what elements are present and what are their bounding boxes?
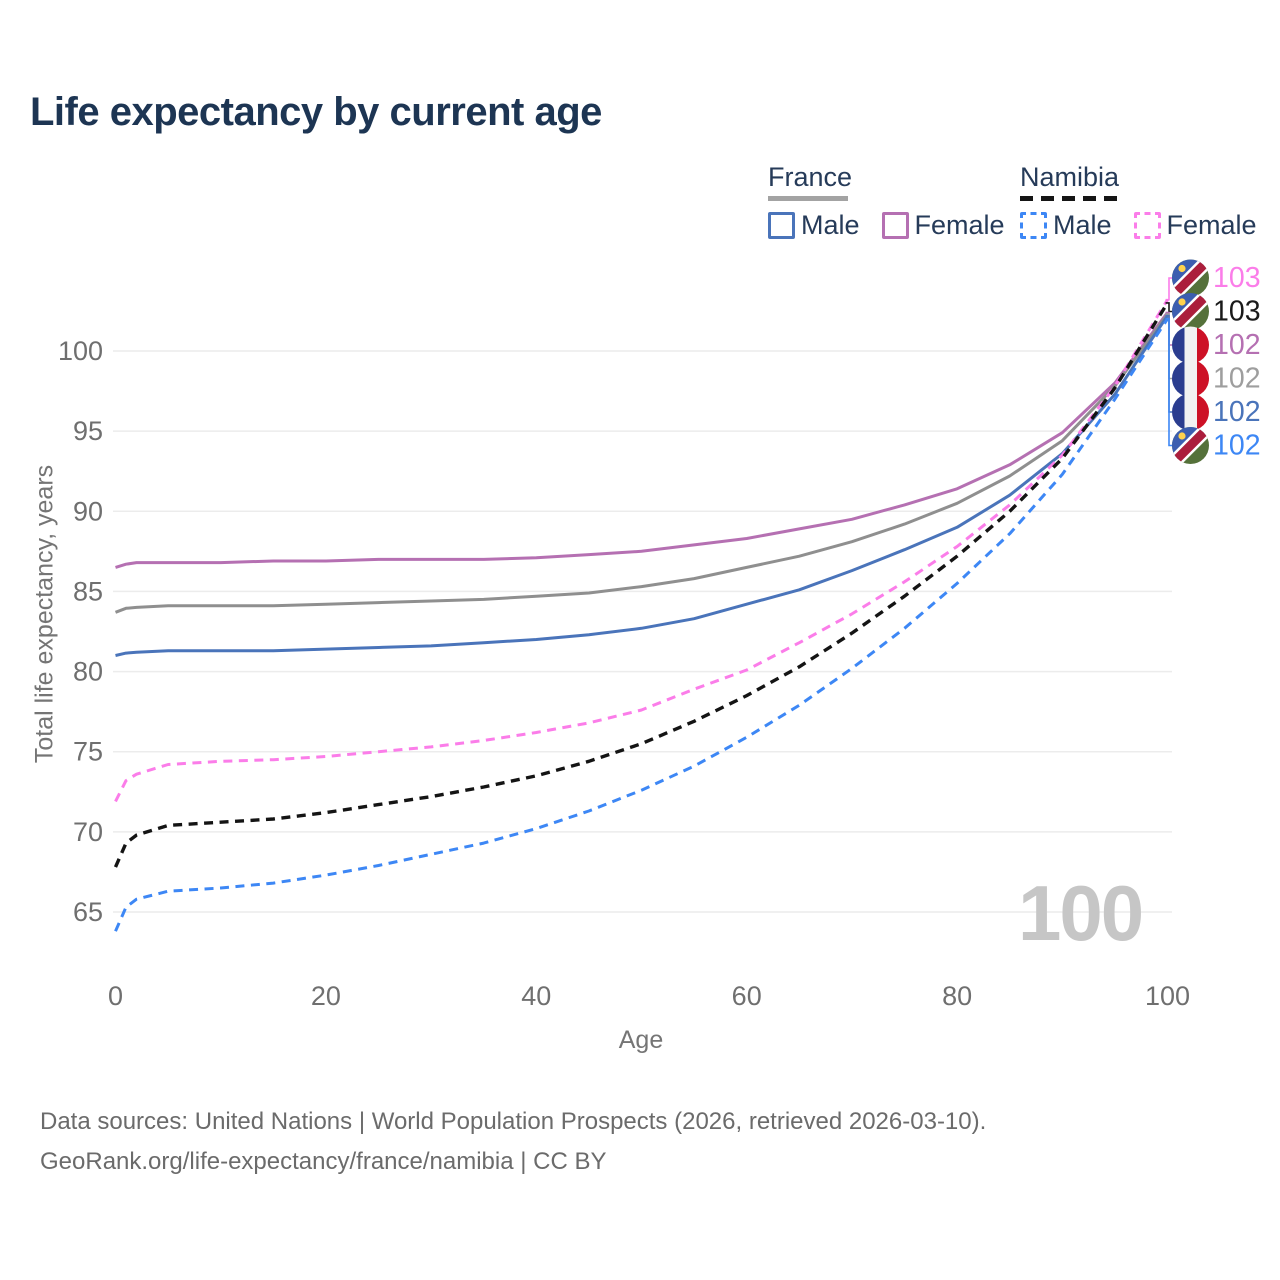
y-tick-80: 80 xyxy=(73,657,103,687)
legend-france-title: France xyxy=(768,162,853,192)
series-line-france-male xyxy=(115,314,1169,657)
end-label-namibia-male: 102 xyxy=(1213,430,1261,462)
age-watermark: 100 xyxy=(1018,869,1144,957)
y-tick-100: 100 xyxy=(58,336,103,366)
legend-france-line-sample xyxy=(768,196,848,201)
namibia-male-swatch-icon[interactable] xyxy=(1020,212,1047,239)
legend-label-namibia-male: Male xyxy=(1053,210,1112,240)
series-line-france-both-sexes xyxy=(114,313,1169,614)
y-tick-75: 75 xyxy=(73,737,103,767)
data-sources-text: Data sources: United Nations | World Pop… xyxy=(40,1108,987,1135)
y-axis-title: Total life expectancy, years xyxy=(30,464,59,764)
end-label-france-female: 102 xyxy=(1213,329,1261,361)
france-flag-icon xyxy=(1172,393,1210,431)
end-label-namibia-female: 103 xyxy=(1213,262,1261,294)
y-tick-70: 70 xyxy=(73,817,103,847)
namibia-flag-icon xyxy=(1170,291,1212,333)
attribution-link-text[interactable]: GeoRank.org/life-expectancy/france/namib… xyxy=(40,1148,607,1175)
end-label-france-both-sexes: 102 xyxy=(1213,363,1261,395)
series-line-france-female xyxy=(115,311,1169,569)
legend-group-namibia: Namibia Male Female xyxy=(1020,162,1257,241)
x-tick-20: 20 xyxy=(311,981,341,1011)
legend-label-france-female: Female xyxy=(914,210,1005,240)
legend-label-namibia-female: Female xyxy=(1166,210,1257,240)
end-label-namibia-both-sexes: 103 xyxy=(1213,296,1261,328)
x-tick-60: 60 xyxy=(732,981,762,1011)
legend-item-namibia-male[interactable]: Male xyxy=(1020,210,1112,241)
legend-group-france: France Male Female xyxy=(768,162,1005,241)
namibia-female-swatch-icon[interactable] xyxy=(1133,212,1161,239)
y-tick-65: 65 xyxy=(73,897,103,927)
end-connector-namibia-male xyxy=(1165,318,1172,447)
x-axis-title: Age xyxy=(618,1026,664,1054)
x-tick-100: 100 xyxy=(1145,981,1190,1011)
france-male-swatch-icon[interactable] xyxy=(768,212,795,239)
namibia-flag-icon xyxy=(1170,257,1212,299)
end-label-france-male: 102 xyxy=(1213,396,1261,428)
end-connector-namibia-both-sexes xyxy=(1165,302,1172,313)
series-line-namibia-both-sexes xyxy=(113,302,1169,868)
page-title: Life expectancy by current age xyxy=(30,90,602,134)
legend-namibia-line-sample xyxy=(1020,196,1117,201)
legend-label-france-male: Male xyxy=(801,210,860,240)
series-line-namibia-male xyxy=(114,318,1169,932)
legend-namibia-title: Namibia xyxy=(1020,162,1120,192)
end-connector-namibia-female xyxy=(1165,277,1172,301)
x-tick-40: 40 xyxy=(521,981,551,1011)
france-female-swatch-icon[interactable] xyxy=(881,212,909,239)
france-flag-icon xyxy=(1172,360,1210,398)
legend-item-namibia-female[interactable]: Female xyxy=(1133,210,1257,241)
y-tick-90: 90 xyxy=(73,496,103,526)
x-tick-0: 0 xyxy=(108,981,123,1011)
x-tick-80: 80 xyxy=(942,981,972,1011)
france-flag-icon xyxy=(1172,326,1210,364)
legend-item-france-male[interactable]: Male xyxy=(768,210,860,241)
y-tick-95: 95 xyxy=(73,416,103,446)
y-tick-85: 85 xyxy=(73,576,103,606)
legend-item-france-female[interactable]: Female xyxy=(881,210,1005,241)
namibia-flag-icon xyxy=(1170,425,1212,467)
